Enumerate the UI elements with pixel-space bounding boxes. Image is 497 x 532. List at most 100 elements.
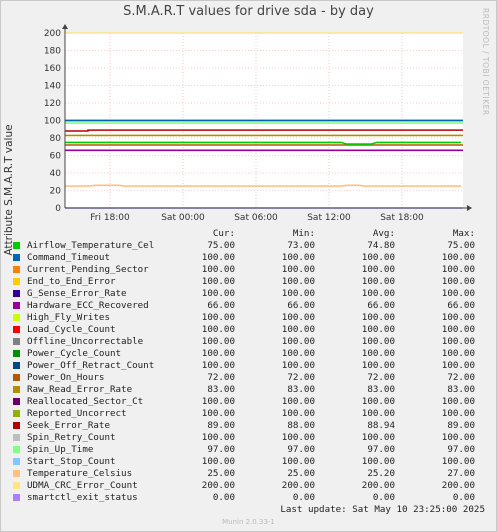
legend-value-max: 89.00 <box>447 420 475 431</box>
legend-swatch <box>13 302 20 309</box>
legend-row: UDMA_CRC_Error_Count 200.00 200.00 200.00 20… <box>0 480 497 492</box>
legend-value-min: 88.00 <box>287 420 315 431</box>
y-tick-label: 40 <box>50 169 62 179</box>
legend-header-max: Max: <box>452 228 475 239</box>
legend-series-name: Reported_Uncorrect <box>27 408 127 419</box>
legend-value-min: 97.00 <box>287 444 315 455</box>
legend-value-cur: 25.00 <box>207 468 235 479</box>
legend-value-max: 100.00 <box>441 336 475 347</box>
legend-value-min: 72.00 <box>287 372 315 383</box>
legend-value-min: 0.00 <box>292 492 315 503</box>
legend-series-name: Airflow_Temperature_Cel <box>27 240 155 251</box>
legend-value-avg: 100.00 <box>361 360 395 371</box>
legend-value-avg: 100.00 <box>361 252 395 263</box>
legend-series-name: High_Fly_Writes <box>27 312 110 323</box>
legend-value-max: 0.00 <box>452 492 475 503</box>
legend-value-avg: 100.00 <box>361 312 395 323</box>
legend-value-avg: 88.94 <box>367 420 395 431</box>
legend-value-avg: 0.00 <box>372 492 395 503</box>
legend-row: Command_Timeout 100.00 100.00 100.00 100.00 <box>0 252 497 264</box>
legend-series-name: Temperature_Celsius <box>27 468 133 479</box>
legend-value-min: 66.00 <box>287 300 315 311</box>
legend-header-cur: Cur: <box>212 228 235 239</box>
legend-value-cur: 83.00 <box>207 384 235 395</box>
legend-value-min: 100.00 <box>281 408 315 419</box>
legend-value-min: 100.00 <box>281 432 315 443</box>
legend-row: Spin_Up_Time 97.00 97.00 97.00 97.00 <box>0 444 497 456</box>
legend-value-max: 27.00 <box>447 468 475 479</box>
legend-swatch <box>13 266 20 273</box>
legend-value-min: 100.00 <box>281 348 315 359</box>
legend-value-avg: 100.00 <box>361 336 395 347</box>
legend-value-cur: 100.00 <box>201 288 235 299</box>
legend-value-min: 100.00 <box>281 252 315 263</box>
legend-value-avg: 100.00 <box>361 396 395 407</box>
legend-value-min: 83.00 <box>287 384 315 395</box>
legend-value-avg: 72.00 <box>367 372 395 383</box>
legend-value-max: 100.00 <box>441 252 475 263</box>
legend-swatch <box>13 446 20 453</box>
legend-value-avg: 100.00 <box>361 264 395 275</box>
legend-value-cur: 100.00 <box>201 324 235 335</box>
legend-value-cur: 100.00 <box>201 312 235 323</box>
legend-value-cur: 100.00 <box>201 360 235 371</box>
legend-value-cur: 66.00 <box>207 300 235 311</box>
series-line-seek-error-rate <box>65 129 463 132</box>
legend-value-min: 25.00 <box>287 468 315 479</box>
legend-row: Raw_Read_Error_Rate 83.00 83.00 83.00 83.00 <box>0 384 497 396</box>
legend-series-name: Power_On_Hours <box>27 372 105 383</box>
x-tick-label: Sat 00:00 <box>161 213 205 223</box>
legend-value-min: 100.00 <box>281 264 315 275</box>
legend-value-avg: 200.00 <box>361 480 395 491</box>
legend-value-min: 100.00 <box>281 288 315 299</box>
legend-series-name: G_Sense_Error_Rate <box>27 288 127 299</box>
legend-value-avg: 100.00 <box>361 432 395 443</box>
legend-value-cur: 100.00 <box>201 276 235 287</box>
legend-value-min: 100.00 <box>281 324 315 335</box>
legend-series-name: smartctl_exit_status <box>27 492 138 503</box>
legend-value-cur: 75.00 <box>207 240 235 251</box>
legend-value-max: 97.00 <box>447 444 475 455</box>
legend-row: Hardware_ECC_Recovered 66.00 66.00 66.00 66.… <box>0 300 497 312</box>
legend-swatch <box>13 362 20 369</box>
legend-value-cur: 100.00 <box>201 408 235 419</box>
y-tick-label: 120 <box>44 99 61 109</box>
x-tick-label: Sat 18:00 <box>380 213 424 223</box>
legend-swatch <box>13 398 20 405</box>
series-line-airflow-temperature-cel <box>65 141 461 145</box>
legend-series-name: Spin_Up_Time <box>27 444 94 455</box>
last-update: Last update: Sat May 10 23:25:00 2025 <box>280 504 485 515</box>
legend-series-name: Command_Timeout <box>27 252 110 263</box>
legend-swatch <box>13 326 20 333</box>
legend-row: Current_Pending_Sector 100.00 100.00 100.00… <box>0 264 497 276</box>
legend-value-avg: 74.80 <box>367 240 395 251</box>
legend-value-cur: 100.00 <box>201 348 235 359</box>
legend-value-max: 100.00 <box>441 276 475 287</box>
legend-value-cur: 100.00 <box>201 252 235 263</box>
legend-value-max: 100.00 <box>441 288 475 299</box>
legend-value-avg: 100.00 <box>361 408 395 419</box>
legend-swatch <box>13 374 20 381</box>
legend-series-name: Current_Pending_Sector <box>27 264 149 275</box>
y-tick-label: 80 <box>50 134 62 144</box>
legend-swatch <box>13 458 20 465</box>
legend-swatch <box>13 254 20 261</box>
legend-value-avg: 100.00 <box>361 276 395 287</box>
y-tick-label: 20 <box>50 187 62 197</box>
legend-value-avg: 66.00 <box>367 300 395 311</box>
legend-value-max: 100.00 <box>441 432 475 443</box>
legend-row: Offline_Uncorrectable 100.00 100.00 100.00 1… <box>0 336 497 348</box>
legend-series-name: Reallocated_Sector_Ct <box>27 396 144 407</box>
legend-value-max: 100.00 <box>441 312 475 323</box>
legend-row: Seek_Error_Rate 89.00 88.00 88.94 89.00 <box>0 420 497 432</box>
legend-row: Power_Cycle_Count 100.00 100.00 100.00 100.0… <box>0 348 497 360</box>
legend-swatch <box>13 386 20 393</box>
legend-swatch <box>13 242 20 249</box>
legend-value-max: 100.00 <box>441 408 475 419</box>
legend-swatch <box>13 350 20 357</box>
legend-row: High_Fly_Writes 100.00 100.00 100.00 100.00 <box>0 312 497 324</box>
legend-value-max: 66.00 <box>447 300 475 311</box>
legend-value-min: 200.00 <box>281 480 315 491</box>
legend-value-cur: 100.00 <box>201 336 235 347</box>
legend-row: Temperature_Celsius 25.00 25.00 25.20 27.00 <box>0 468 497 480</box>
